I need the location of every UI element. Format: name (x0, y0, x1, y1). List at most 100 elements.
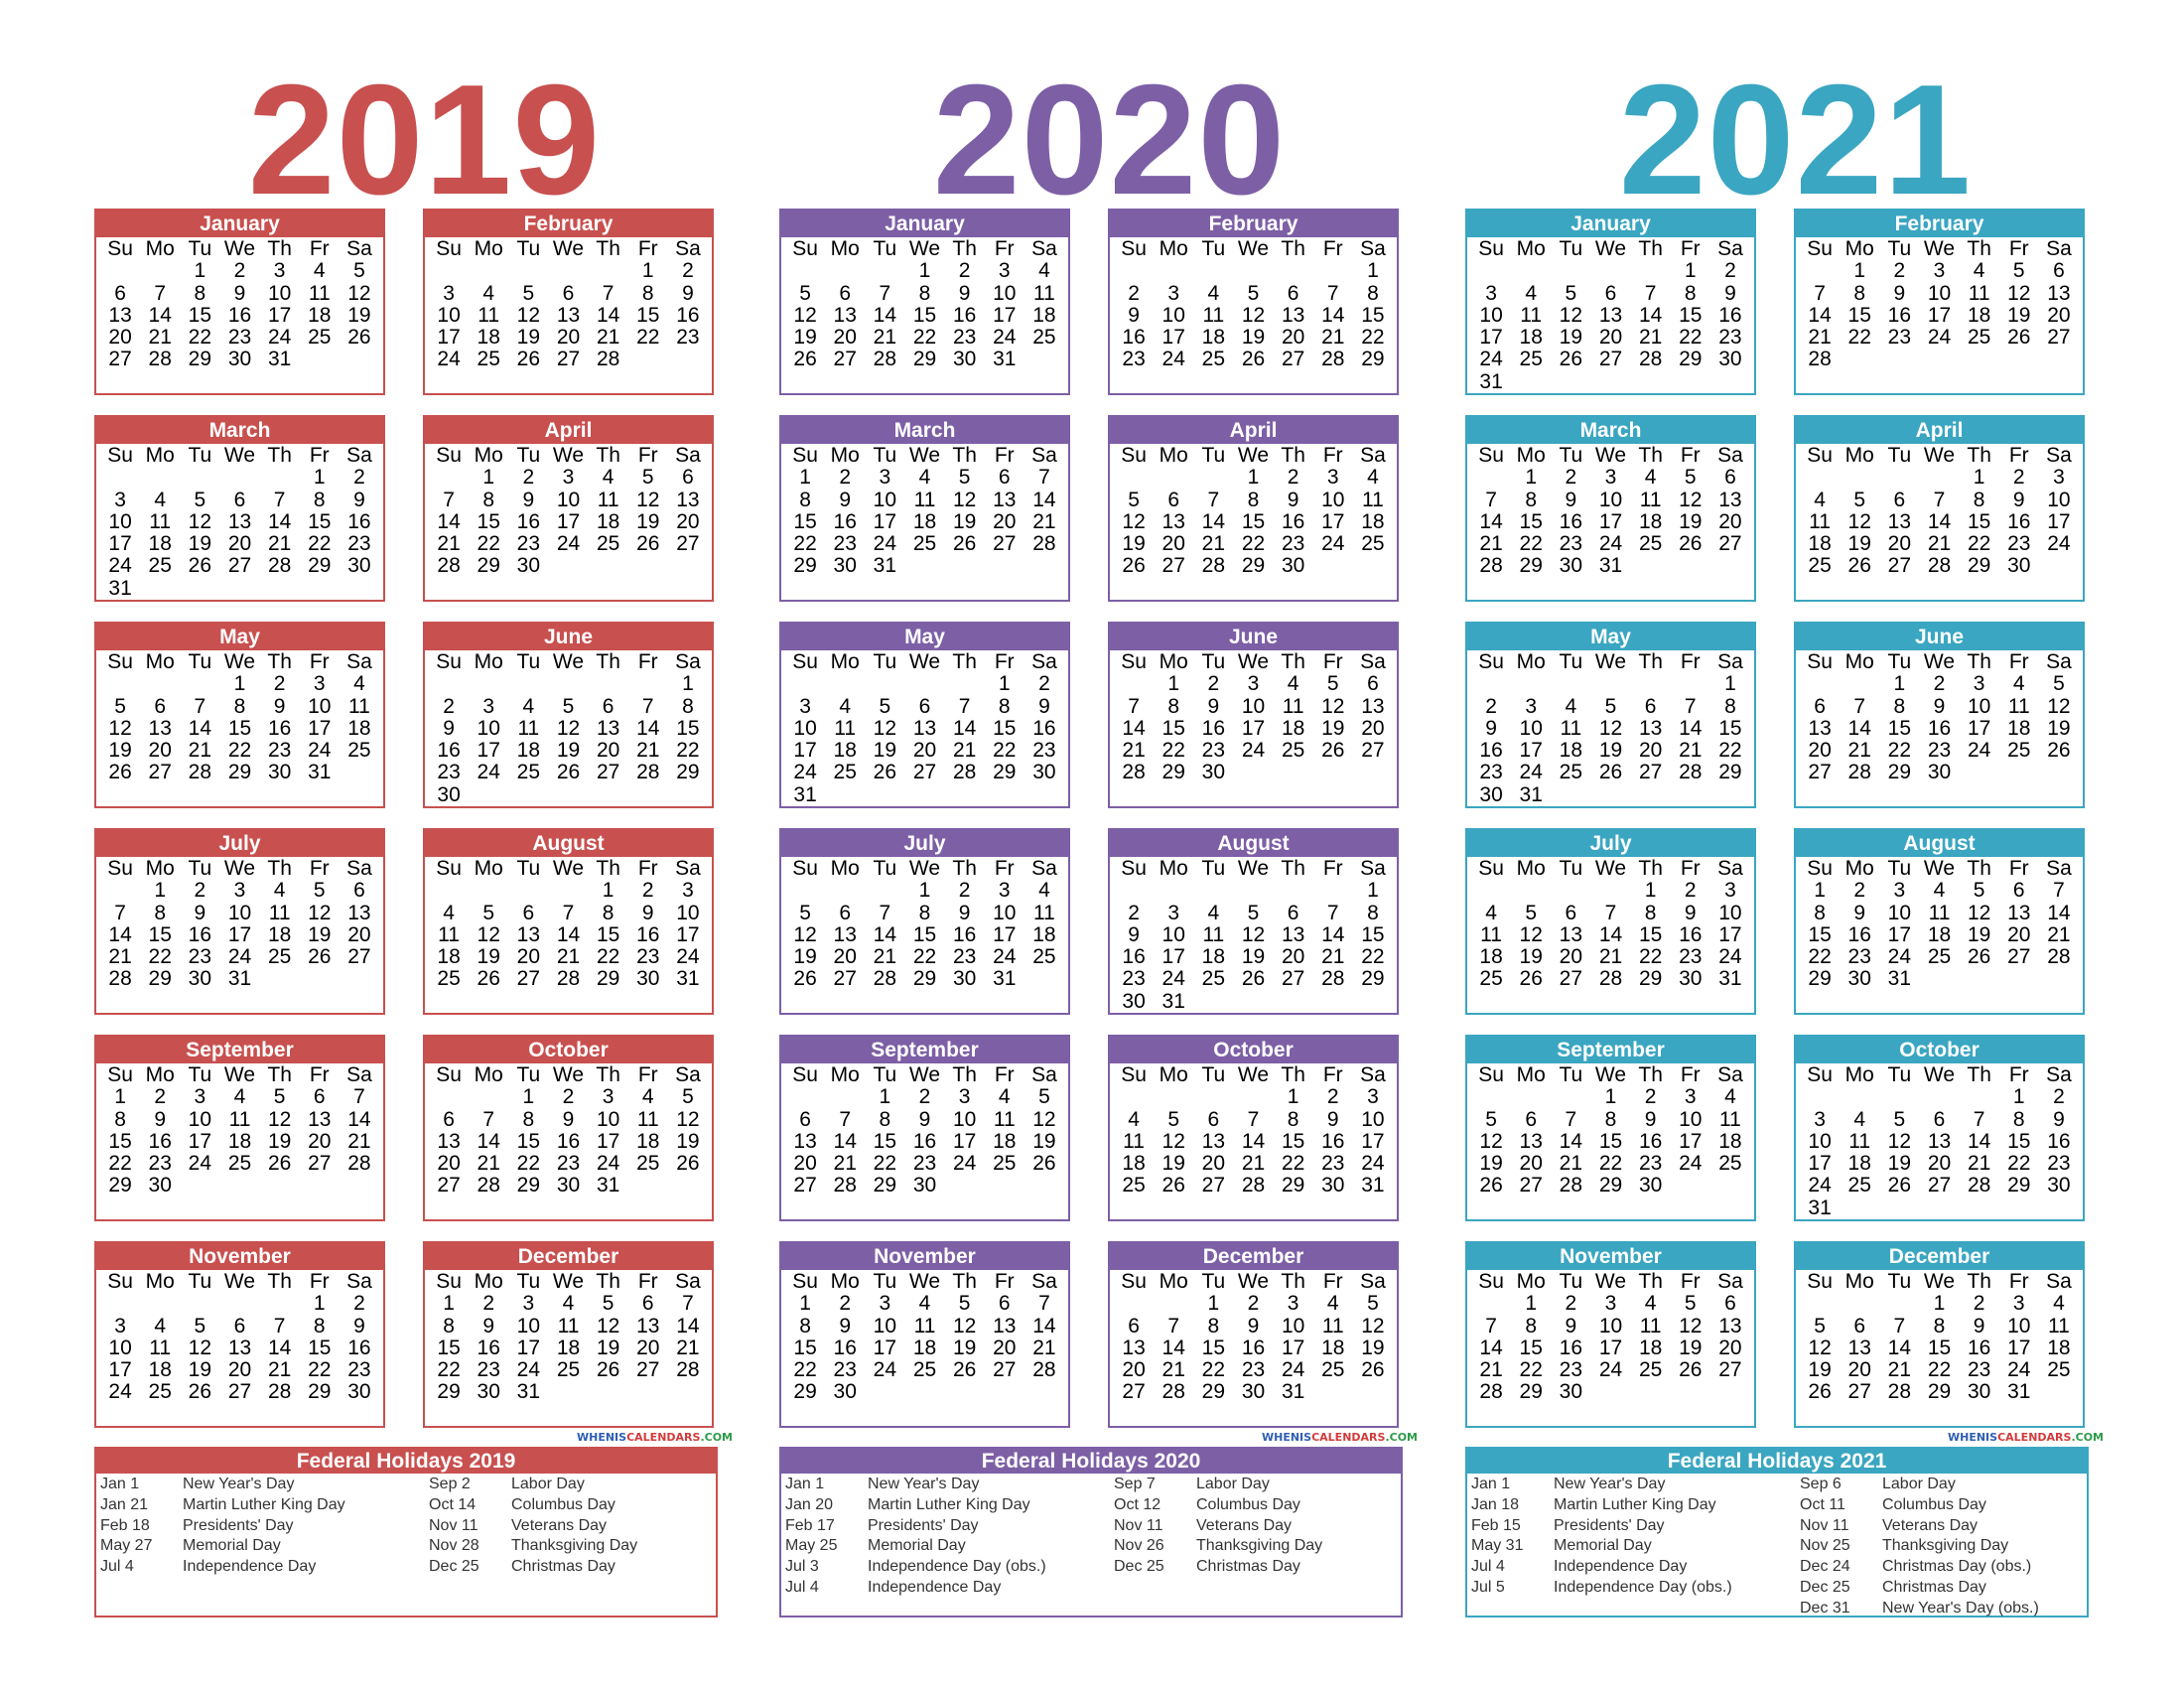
weekday-label: Su (436, 1270, 462, 1293)
day-number: 25 (1479, 967, 1503, 991)
day-number: 10 (793, 716, 817, 740)
weekday-label: Tu (1559, 444, 1583, 467)
weekday-label: Fr (1680, 1063, 1701, 1086)
day-number: 16 (1967, 1336, 1991, 1359)
day-number: 19 (1122, 532, 1146, 556)
weekday-label: Su (1121, 1063, 1147, 1086)
empty-cell (1590, 673, 1630, 695)
weekday-label: Sa (2046, 1270, 2072, 1293)
day-number: 2 (273, 672, 286, 696)
month-name: January (96, 211, 383, 237)
day-number: 13 (993, 488, 1017, 511)
empty-cell (1919, 1086, 1959, 1108)
holiday-name: Veterans Day (1882, 1516, 1979, 1534)
empty-cell (1511, 880, 1551, 902)
day-number: 18 (1718, 1129, 1742, 1153)
day-number: 2 (1893, 259, 1906, 283)
weekday-label: We (223, 857, 256, 880)
day-number: 20 (596, 739, 620, 763)
weekday-label: Mo (1844, 1270, 1874, 1293)
day-number: 1 (1604, 1085, 1617, 1109)
day-number: 15 (912, 303, 937, 327)
month-name: September (96, 1037, 383, 1063)
weekday-label: Mo (145, 1063, 175, 1086)
day-number: 13 (1281, 922, 1305, 946)
day-number: 9 (562, 1107, 575, 1131)
holiday-row: May 27 Memorial Day (96, 1536, 394, 1557)
day-number: 22 (1519, 532, 1543, 556)
day-number: 5 (1853, 488, 1866, 511)
weekday-label: Mo (1516, 650, 1546, 673)
day-number: 8 (313, 488, 326, 511)
day-number: 21 (1808, 326, 1832, 350)
day-number: 4 (998, 1085, 1011, 1109)
empty-cell (1471, 260, 1511, 282)
weekday-label: Th (1638, 650, 1663, 673)
day-number: 11 (1033, 281, 1055, 305)
day-number: 20 (636, 1336, 660, 1359)
weekday-label: Sa (346, 444, 372, 467)
day-number: 27 (227, 1380, 252, 1404)
weekday-label: Su (107, 444, 133, 467)
day-number: 15 (1161, 716, 1185, 740)
day-number: 31 (1718, 967, 1742, 991)
weekday-label: Th (1281, 444, 1305, 467)
day-number: 12 (516, 303, 541, 327)
day-number: 18 (1638, 509, 1663, 533)
day-number: 20 (437, 1152, 461, 1176)
empty-cell (1233, 1086, 1273, 1108)
day-number: 23 (1679, 945, 1703, 969)
weekday-label: Sa (675, 1063, 701, 1086)
day-number: 18 (596, 509, 620, 533)
weekday-label: Tu (873, 857, 897, 880)
day-number: 1 (2012, 1085, 2025, 1109)
day-number: 11 (1719, 1107, 1741, 1131)
day-number: 27 (993, 1358, 1017, 1382)
day-number: 8 (522, 1107, 535, 1131)
day-number: 6 (682, 466, 694, 490)
holiday-name: Veterans Day (1196, 1516, 1293, 1534)
day-number: 10 (108, 1336, 132, 1359)
day-number: 21 (556, 945, 581, 969)
day-number: 5 (2012, 259, 2025, 283)
weekday-label: We (908, 1063, 941, 1086)
day-number: 15 (1361, 922, 1385, 946)
day-number: 3 (443, 281, 455, 305)
day-number: 30 (1559, 1380, 1583, 1404)
day-number: 17 (1161, 945, 1185, 969)
day-number: 6 (2012, 879, 2025, 903)
month-name: December (1110, 1243, 1397, 1270)
day-number: 26 (873, 761, 897, 784)
day-number: 12 (793, 922, 817, 946)
day-number: 21 (2047, 922, 2071, 946)
holiday-date: Jul 4 (1471, 1558, 1505, 1576)
empty-cell (548, 260, 588, 282)
day-number: 31 (1887, 967, 1912, 991)
weekday-label: Mo (1516, 444, 1546, 467)
day-number: 17 (993, 303, 1017, 327)
empty-cell (1840, 673, 1879, 695)
day-number: 8 (879, 1107, 891, 1131)
day-number: 7 (879, 901, 891, 924)
day-number: 6 (1525, 1107, 1538, 1131)
day-number: 10 (1718, 901, 1742, 924)
weekday-label: Su (1121, 857, 1147, 880)
day-number: 14 (267, 1336, 292, 1359)
day-number: 19 (267, 1129, 292, 1153)
day-number: 28 (676, 1358, 700, 1382)
empty-cell (1154, 467, 1193, 489)
day-number: 24 (308, 739, 332, 763)
day-number: 3 (482, 694, 495, 718)
month-day-grid: Su Mo Tu We Th Fr Sa 1 2 3 4 5 6 7 8 9 10 11 12 13 14 15 16 17 1… (781, 237, 1068, 371)
month-day-grid: Su Mo Tu We Th Fr Sa 1 2 3 4 5 6 7 8 9 10 11 12 13 14 15 16 17 1… (1796, 857, 2083, 991)
month-day-grid: Su Mo Tu We Th Fr Sa 1 2 3 4 5 6 7 8 9 10 11 12 13 14 15 16 17 1… (781, 444, 1068, 578)
day-number: 24 (2007, 1358, 2031, 1382)
weekday-label: Sa (1031, 237, 1057, 260)
day-number: 10 (2007, 1314, 2031, 1337)
day-number: 16 (347, 509, 371, 533)
holiday-name: Memorial Day (868, 1537, 966, 1555)
month-march: March Su Mo Tu We Th Fr Sa 1 2 3 4 5 6 7 8 9 10 11 12 13 14 15… (94, 415, 385, 602)
day-number: 28 (1122, 761, 1146, 784)
day-number: 29 (2007, 1174, 2031, 1197)
day-number: 5 (1247, 281, 1260, 305)
